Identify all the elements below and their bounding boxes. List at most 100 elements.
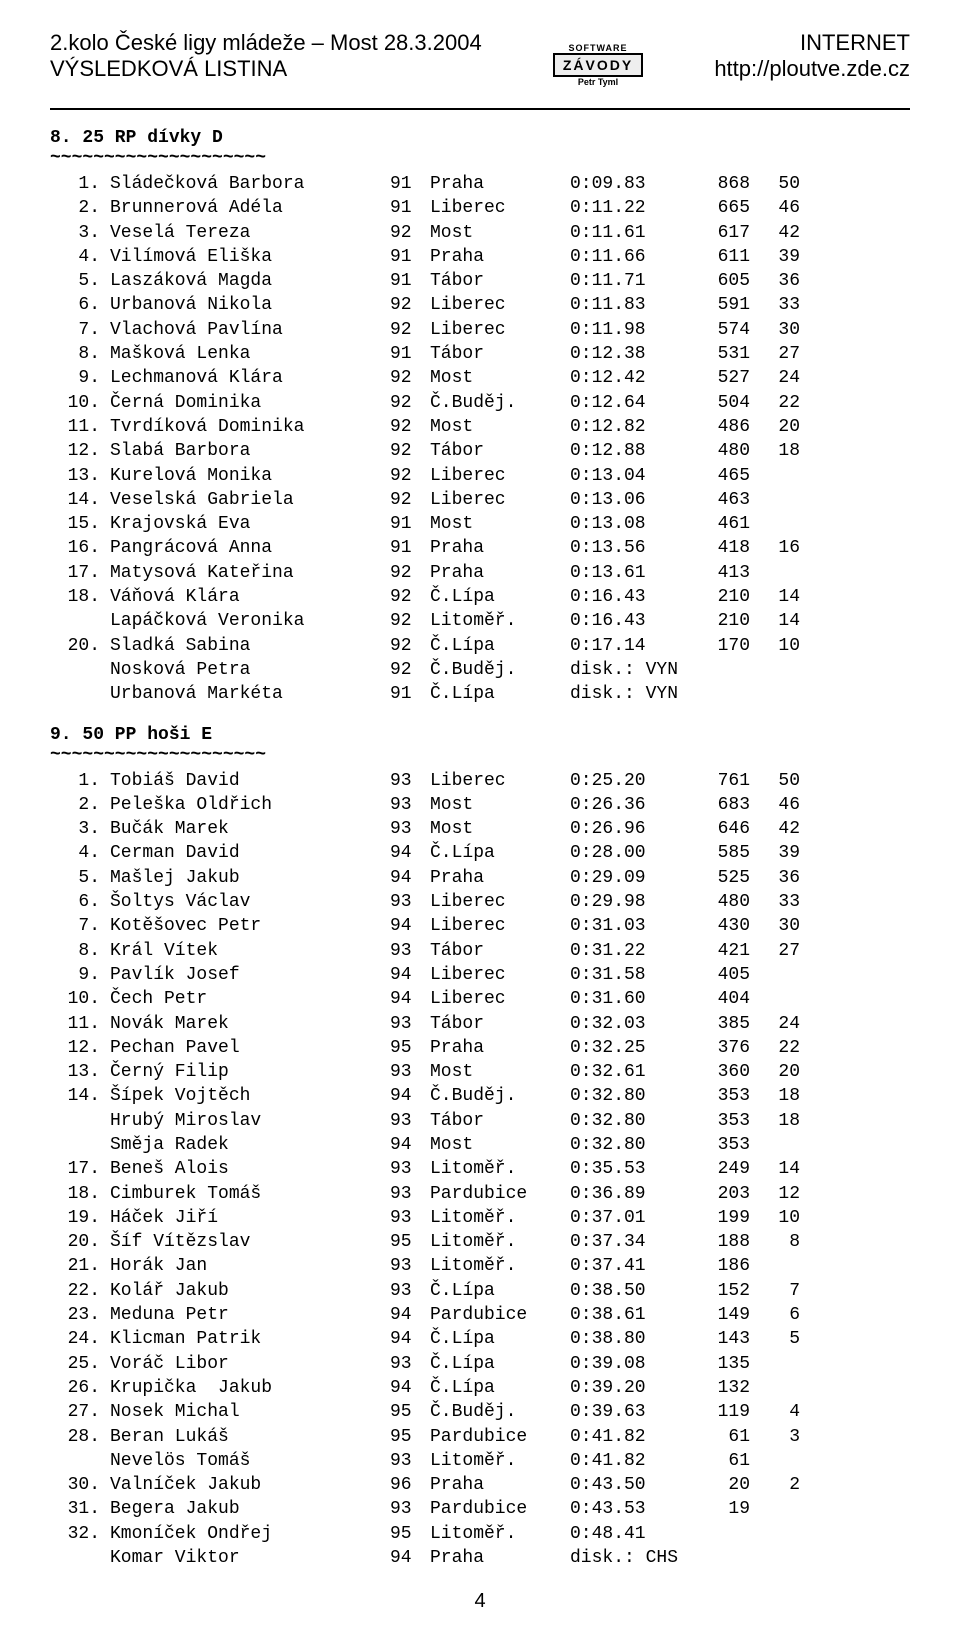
club: Č.Lípa — [430, 634, 570, 658]
year: 91 — [390, 172, 430, 196]
table-row: 8.Král Vítek93Tábor0:31.2242127 — [50, 939, 910, 963]
club: Pardubice — [430, 1497, 570, 1521]
table-row: 4.Cerman David94Č.Lípa0:28.0058539 — [50, 841, 910, 865]
year: 91 — [390, 512, 430, 536]
name: Mašlej Jakub — [110, 866, 390, 890]
rank: 6. — [50, 890, 110, 914]
bonus: 3 — [750, 1425, 800, 1449]
time: 0:09.83 — [570, 172, 690, 196]
rank: 19. — [50, 1206, 110, 1230]
name: Pavlík Josef — [110, 963, 390, 987]
table-row: 25.Voráč Libor93Č.Lípa0:39.08135 — [50, 1352, 910, 1376]
rank: 9. — [50, 366, 110, 390]
points: 203 — [690, 1182, 750, 1206]
club: Litoměř. — [430, 1254, 570, 1278]
club: Liberec — [430, 488, 570, 512]
rank: 25. — [50, 1352, 110, 1376]
table-row: 14.Veselská Gabriela92Liberec0:13.06463 — [50, 488, 910, 512]
name: Veselská Gabriela — [110, 488, 390, 512]
club: Pardubice — [430, 1425, 570, 1449]
table-row: Komar Viktor94Prahadisk.: CHS — [50, 1546, 910, 1570]
points: 525 — [690, 866, 750, 890]
year: 92 — [390, 439, 430, 463]
time: 0:12.64 — [570, 391, 690, 415]
name: Beneš Alois — [110, 1157, 390, 1181]
year: 96 — [390, 1473, 430, 1497]
bonus — [750, 1254, 800, 1278]
bonus — [750, 1133, 800, 1157]
year: 92 — [390, 488, 430, 512]
rank: 18. — [50, 1182, 110, 1206]
time: 0:13.61 — [570, 561, 690, 585]
rank: 13. — [50, 464, 110, 488]
table-row: 10.Černá Dominika92Č.Buděj.0:12.6450422 — [50, 391, 910, 415]
bonus: 14 — [750, 585, 800, 609]
points: 574 — [690, 318, 750, 342]
club: Most — [430, 415, 570, 439]
bonus: 39 — [750, 841, 800, 865]
points — [690, 658, 750, 682]
table-row: 1.Tobiáš David93Liberec0:25.2076150 — [50, 769, 910, 793]
points: 461 — [690, 512, 750, 536]
time: 0:39.08 — [570, 1352, 690, 1376]
table-row: Nevelös Tomáš93Litoměř.0:41.8261 — [50, 1449, 910, 1473]
club: Liberec — [430, 769, 570, 793]
club: Liberec — [430, 890, 570, 914]
rank — [50, 658, 110, 682]
name: Čech Petr — [110, 987, 390, 1011]
year: 91 — [390, 682, 430, 706]
time: 0:11.66 — [570, 245, 690, 269]
rank — [50, 682, 110, 706]
time: 0:17.14 — [570, 634, 690, 658]
year: 92 — [390, 293, 430, 317]
table-row: 22.Kolář Jakub93Č.Lípa0:38.501527 — [50, 1279, 910, 1303]
name: Lechmanová Klára — [110, 366, 390, 390]
bonus: 16 — [750, 536, 800, 560]
club: Most — [430, 221, 570, 245]
name: Slabá Barbora — [110, 439, 390, 463]
year: 94 — [390, 1327, 430, 1351]
rank: 28. — [50, 1425, 110, 1449]
points: 430 — [690, 914, 750, 938]
name: Háček Jiří — [110, 1206, 390, 1230]
club: Liberec — [430, 963, 570, 987]
bonus: 10 — [750, 634, 800, 658]
table-row: Hrubý Miroslav93Tábor0:32.8035318 — [50, 1109, 910, 1133]
bonus: 5 — [750, 1327, 800, 1351]
name: Urbanová Markéta — [110, 682, 390, 706]
header-divider — [50, 108, 910, 110]
bonus: 24 — [750, 366, 800, 390]
name: Urbanová Nikola — [110, 293, 390, 317]
bonus — [750, 1522, 800, 1546]
rank: 14. — [50, 488, 110, 512]
bonus: 42 — [750, 221, 800, 245]
rank: 10. — [50, 391, 110, 415]
points: 20 — [690, 1473, 750, 1497]
year: 93 — [390, 890, 430, 914]
points — [690, 1546, 750, 1570]
bonus: 7 — [750, 1279, 800, 1303]
time: 0:38.61 — [570, 1303, 690, 1327]
table-row: 19.Háček Jiří93Litoměř.0:37.0119910 — [50, 1206, 910, 1230]
club: Litoměř. — [430, 609, 570, 633]
club: Č.Lípa — [430, 1327, 570, 1351]
bonus: 50 — [750, 769, 800, 793]
year: 91 — [390, 536, 430, 560]
name: Mašková Lenka — [110, 342, 390, 366]
name: Král Vítek — [110, 939, 390, 963]
points: 376 — [690, 1036, 750, 1060]
year: 93 — [390, 1206, 430, 1230]
name: Komar Viktor — [110, 1546, 390, 1570]
points: 404 — [690, 987, 750, 1011]
time: 0:11.71 — [570, 269, 690, 293]
table-row: Nosková Petra92Č.Buděj.disk.: VYN — [50, 658, 910, 682]
year: 93 — [390, 817, 430, 841]
table-row: 28.Beran Lukáš95Pardubice0:41.82613 — [50, 1425, 910, 1449]
year: 93 — [390, 939, 430, 963]
rank: 16. — [50, 536, 110, 560]
points: 527 — [690, 366, 750, 390]
year: 93 — [390, 1449, 430, 1473]
bonus — [750, 488, 800, 512]
table-row: 5.Laszáková Magda91Tábor0:11.7160536 — [50, 269, 910, 293]
points: 249 — [690, 1157, 750, 1181]
